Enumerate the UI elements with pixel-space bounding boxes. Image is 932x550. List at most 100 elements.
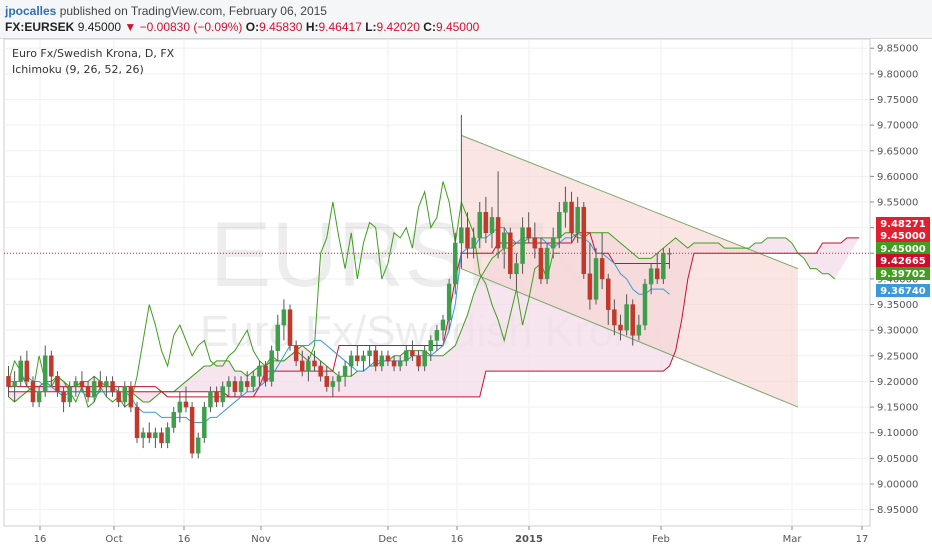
candle-body bbox=[587, 273, 593, 300]
time-axis[interactable]: 16 Oct 16 Nov Dec 16 2015 Feb Mar 17 bbox=[34, 526, 869, 545]
candle-body bbox=[471, 237, 476, 249]
candle-body bbox=[599, 258, 605, 280]
candle-body bbox=[434, 329, 440, 341]
candle-body bbox=[220, 386, 225, 403]
y-tick-label: 9.65000 bbox=[877, 146, 918, 157]
candle-body bbox=[238, 381, 244, 392]
candle-body bbox=[373, 350, 378, 367]
candle-body bbox=[465, 227, 470, 249]
close-value: 9.45000 bbox=[435, 20, 480, 34]
candle-body bbox=[159, 432, 164, 444]
candle-body bbox=[67, 386, 72, 403]
candle-body bbox=[281, 309, 287, 326]
candle-body bbox=[287, 309, 293, 346]
y-tick-label: 9.60000 bbox=[877, 172, 918, 183]
candle-body bbox=[18, 360, 23, 382]
price-chart[interactable]: EURSEK Euro Fx/Swedish Krona 9.850009.80… bbox=[0, 38, 932, 550]
x-tick-label: 16 bbox=[34, 534, 47, 545]
chart-header: jpocalles published on TradingView.com, … bbox=[0, 0, 932, 39]
candle-body bbox=[214, 391, 219, 403]
candle-body bbox=[300, 360, 305, 372]
symbol-label: FX:EURSEK bbox=[5, 20, 75, 34]
candle-body bbox=[232, 381, 238, 392]
author-link[interactable]: jpocalles bbox=[5, 4, 57, 18]
candle-body bbox=[306, 360, 311, 372]
candle-body bbox=[202, 406, 207, 439]
senkou-span-a bbox=[8, 232, 836, 403]
y-tick-label: 9.80000 bbox=[877, 69, 918, 80]
candle-body bbox=[147, 432, 152, 439]
candle-body bbox=[342, 365, 348, 377]
candle-body bbox=[171, 411, 176, 428]
low-label: L: bbox=[365, 20, 377, 34]
candle-body bbox=[526, 227, 531, 239]
ohlc-line: FX:EURSEK 9.45000 ▼ −0.00830 (−0.09%) O:… bbox=[5, 20, 479, 34]
high-value: 9.46417 bbox=[318, 20, 362, 34]
candle-body bbox=[630, 304, 635, 336]
candle-body bbox=[361, 355, 366, 362]
candle-body bbox=[85, 386, 91, 398]
candle-body bbox=[195, 437, 201, 454]
candle-body bbox=[667, 253, 672, 255]
candle-body bbox=[538, 247, 544, 280]
high-label: H: bbox=[305, 20, 319, 34]
candle-body bbox=[140, 432, 146, 439]
candle-body bbox=[275, 324, 281, 351]
candle-body bbox=[367, 350, 372, 357]
x-tick-label: 17 bbox=[856, 534, 869, 545]
candle-body bbox=[654, 268, 660, 280]
candle-body bbox=[208, 391, 213, 408]
publish-line: jpocalles published on TradingView.com, … bbox=[5, 4, 327, 18]
candle-body bbox=[440, 319, 446, 331]
candle-body bbox=[557, 212, 562, 239]
price-change: ▼ −0.00830 (−0.09%) bbox=[124, 20, 243, 34]
x-tick-label: Mar bbox=[783, 534, 803, 545]
price-label-text: 9.45000 bbox=[880, 231, 926, 242]
candles bbox=[6, 114, 672, 459]
candle-body bbox=[508, 232, 513, 275]
channel-lower bbox=[461, 268, 799, 408]
open-value: 9.45830 bbox=[259, 20, 303, 34]
candle-body bbox=[501, 232, 507, 249]
candle-body bbox=[404, 350, 409, 362]
y-tick-label: 9.30000 bbox=[877, 326, 918, 337]
candle-body bbox=[489, 217, 495, 234]
candle-body bbox=[661, 253, 666, 280]
candle-body bbox=[91, 381, 97, 398]
y-tick-label: 9.10000 bbox=[877, 428, 918, 439]
price-label-box bbox=[876, 254, 930, 267]
candle-body bbox=[153, 432, 158, 439]
candle-body bbox=[336, 376, 342, 382]
x-tick-label: 2015 bbox=[515, 534, 543, 545]
candle-body bbox=[397, 360, 403, 367]
price-label-box bbox=[876, 242, 930, 255]
candle-body bbox=[606, 278, 611, 310]
x-tick-label: Dec bbox=[378, 534, 397, 545]
candle-body bbox=[532, 237, 538, 249]
candle-body bbox=[410, 350, 415, 357]
candle-body bbox=[453, 242, 458, 285]
candle-body bbox=[116, 391, 121, 403]
x-tick-label: 16 bbox=[451, 534, 464, 545]
candle-body bbox=[6, 376, 11, 387]
regression-channel bbox=[461, 134, 799, 408]
candle-body bbox=[134, 406, 140, 439]
y-tick-label: 9.70000 bbox=[877, 121, 918, 132]
candle-body bbox=[73, 381, 79, 387]
price-label-text: 9.39702 bbox=[880, 269, 926, 280]
candle-body bbox=[495, 217, 501, 249]
candle-body bbox=[428, 340, 434, 351]
candle-body bbox=[226, 381, 232, 387]
candle-body bbox=[416, 355, 421, 367]
candle-body bbox=[514, 263, 519, 275]
price-label-box bbox=[876, 229, 930, 242]
candle-body bbox=[477, 212, 482, 239]
x-tick-label: 16 bbox=[178, 534, 191, 545]
candle-body bbox=[318, 365, 323, 377]
candle-body bbox=[563, 201, 568, 213]
price-labels: 9.482719.450009.450009.426659.397029.367… bbox=[876, 217, 930, 297]
candle-body bbox=[312, 360, 317, 367]
candle-body bbox=[422, 350, 427, 367]
candle-body bbox=[79, 381, 85, 387]
candle-body bbox=[49, 355, 54, 377]
